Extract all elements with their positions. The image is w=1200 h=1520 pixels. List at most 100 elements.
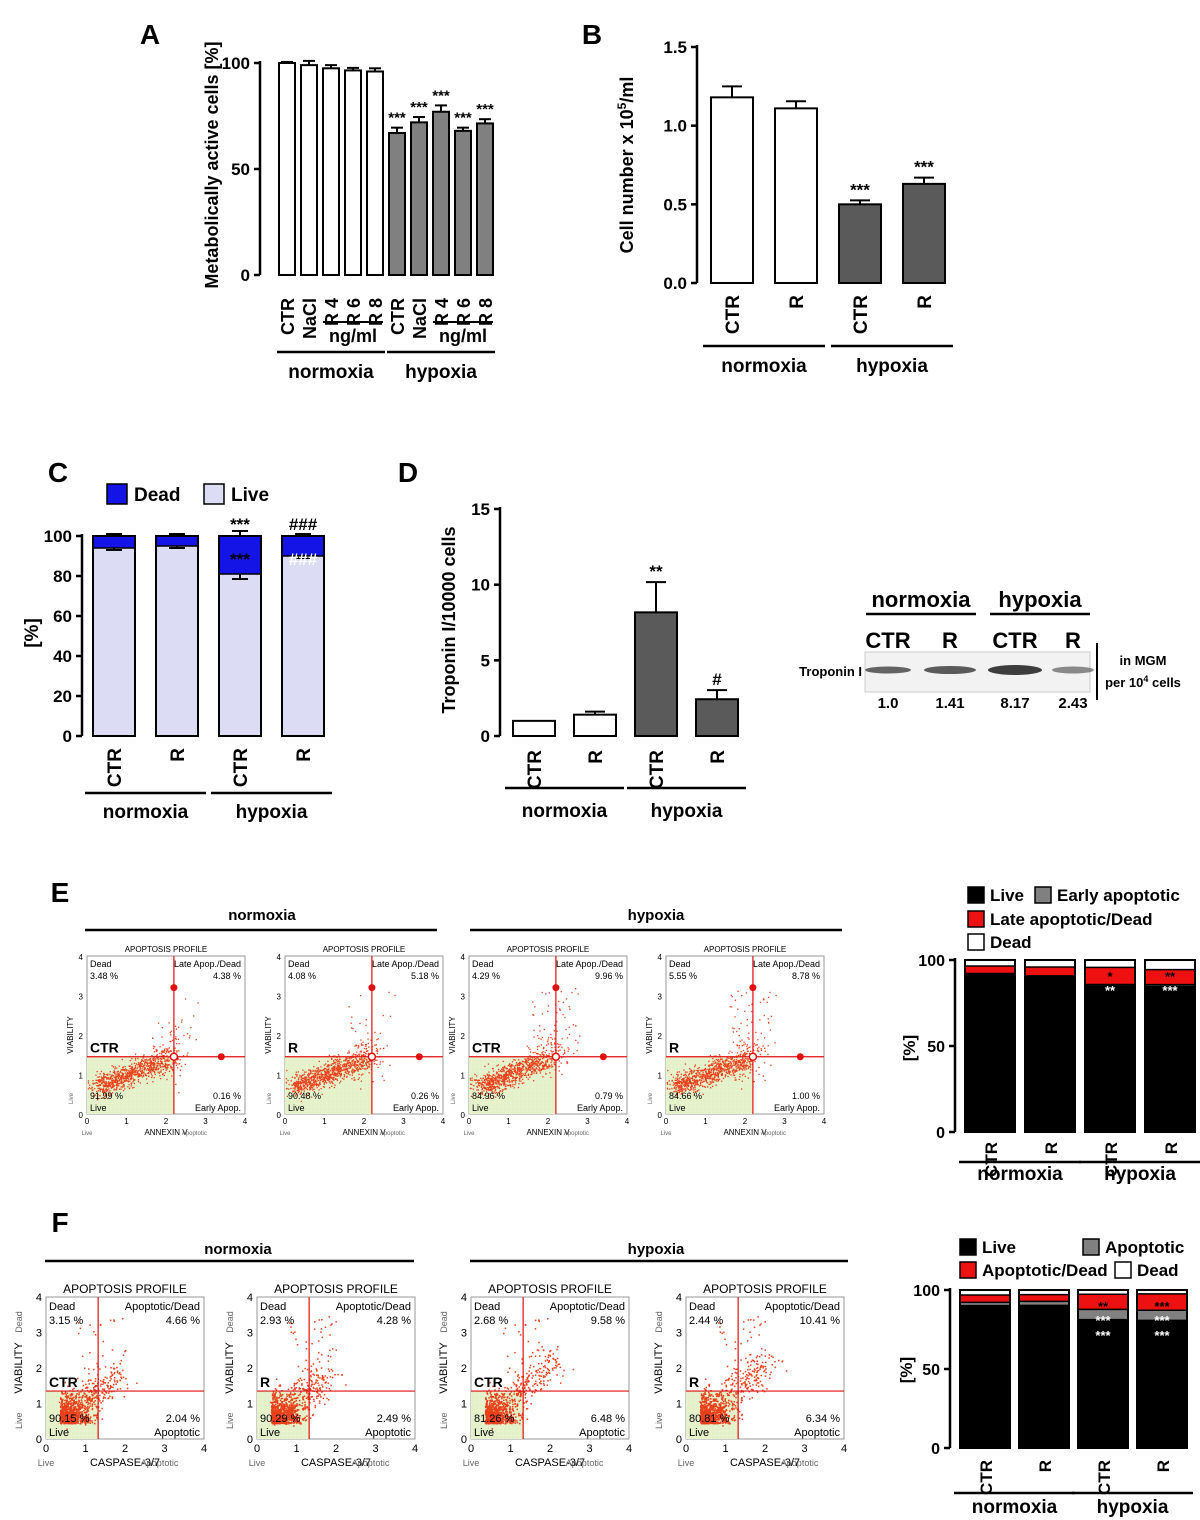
flow-dot <box>545 1064 547 1066</box>
condition-label: CTR <box>90 1040 119 1056</box>
flow-dot <box>113 1072 116 1074</box>
flow-dot <box>286 1069 288 1072</box>
flow-dot <box>518 1080 521 1082</box>
flow-dot <box>725 1063 727 1065</box>
flow-dot <box>155 1049 157 1051</box>
flow-dot <box>518 1082 520 1085</box>
flow-dot <box>114 1066 116 1068</box>
flow-dot <box>121 1082 123 1085</box>
flow-dot <box>735 1062 738 1064</box>
flow-dot <box>152 1069 154 1071</box>
flow-dot <box>298 1082 301 1085</box>
flow-dot <box>330 1080 332 1082</box>
flow-dot <box>474 1079 476 1082</box>
flow-dot <box>64 1411 67 1413</box>
flow-dot <box>686 1076 688 1078</box>
flow-dot <box>520 1075 522 1077</box>
flow-dot <box>296 1086 298 1088</box>
flow-dot <box>105 1076 108 1079</box>
y-tick-label: 2 <box>79 1032 84 1041</box>
flow-dot <box>145 1078 148 1080</box>
flow-dot <box>321 1093 323 1096</box>
flow-dot <box>361 1054 363 1056</box>
flow-dot <box>494 1092 497 1094</box>
flow-dot <box>719 1062 722 1064</box>
flow-dot <box>66 1403 68 1405</box>
flow-dot <box>693 1075 695 1077</box>
flow-dot <box>132 1081 134 1083</box>
flow-dot <box>102 1088 105 1090</box>
flow-dot <box>109 1094 111 1096</box>
flow-dot <box>110 1086 113 1089</box>
flow-dot <box>328 1079 331 1081</box>
flow-dot <box>698 1066 700 1069</box>
flow-dot <box>353 1063 356 1065</box>
flow-dot <box>351 1078 353 1080</box>
flow-dot <box>141 1063 143 1065</box>
flow-dot <box>666 1083 669 1085</box>
flow-dot <box>133 1079 135 1082</box>
flow-dot <box>106 1097 109 1100</box>
flow-dot <box>494 1089 497 1091</box>
flow-dot <box>547 1041 549 1043</box>
flow-dot <box>116 1082 118 1084</box>
flow-dot <box>76 1408 79 1411</box>
flow-dot <box>300 1078 303 1080</box>
flow-dot <box>377 1038 379 1040</box>
flow-dot <box>130 1074 133 1077</box>
flow-dot <box>343 1068 345 1070</box>
category-label: CTR <box>105 748 126 787</box>
x-tick-label: 4 <box>441 1117 446 1126</box>
flow-dot <box>748 1060 750 1063</box>
flow-dot <box>525 1062 527 1065</box>
bar <box>432 110 450 277</box>
flow-dot <box>681 1082 683 1084</box>
flow-dot <box>159 1075 161 1077</box>
flow-dot <box>325 1077 328 1080</box>
flow-dot <box>318 1060 320 1063</box>
flow-dot <box>545 993 547 995</box>
flow-dot <box>88 1396 91 1398</box>
flow-dot <box>678 1082 680 1084</box>
flow-dot <box>488 1083 491 1085</box>
flow-dot <box>117 1074 119 1077</box>
flow-dot <box>741 1074 744 1076</box>
flow-dot <box>712 1068 714 1070</box>
flow-dot <box>312 1089 314 1091</box>
flow-dot <box>127 1081 130 1083</box>
flow-dot <box>758 1046 760 1048</box>
flow-dot <box>521 1078 524 1081</box>
flow-dot <box>350 1022 352 1024</box>
flow-dot <box>732 1060 735 1062</box>
flow-dot <box>521 1065 524 1068</box>
flow-dot <box>727 1062 730 1065</box>
x-tick-label: 2 <box>164 1117 169 1126</box>
flow-dot <box>535 1058 538 1060</box>
flow-dot <box>507 1069 509 1071</box>
flow-dot <box>115 1089 118 1091</box>
flow-dot <box>99 1095 101 1097</box>
flow-dot <box>299 1082 302 1085</box>
flow-dot <box>538 1060 541 1062</box>
flow-dot <box>146 1082 148 1085</box>
flow-dot <box>105 1091 107 1093</box>
y-tick-label: 60 <box>53 607 72 626</box>
flow-dot <box>497 1068 500 1071</box>
flow-dot <box>319 1081 321 1083</box>
flow-dot <box>71 1397 73 1400</box>
flow-dot <box>112 1386 114 1389</box>
flow-dot <box>376 1039 378 1041</box>
flow-dot <box>741 1039 743 1041</box>
flow-group-label: hypoxia <box>628 1241 685 1258</box>
flow-dot <box>338 1072 340 1075</box>
flow-dot <box>151 1067 153 1070</box>
flow-dot <box>128 1079 130 1081</box>
flow-dot <box>335 1061 337 1064</box>
flow-dot <box>150 1061 152 1063</box>
flow-dot <box>546 1044 548 1046</box>
flow-dot <box>695 1075 698 1078</box>
flow-dot <box>358 1065 360 1067</box>
flow-dot <box>360 1039 362 1041</box>
flow-dot <box>328 1071 330 1073</box>
flow-dot <box>475 1079 477 1081</box>
